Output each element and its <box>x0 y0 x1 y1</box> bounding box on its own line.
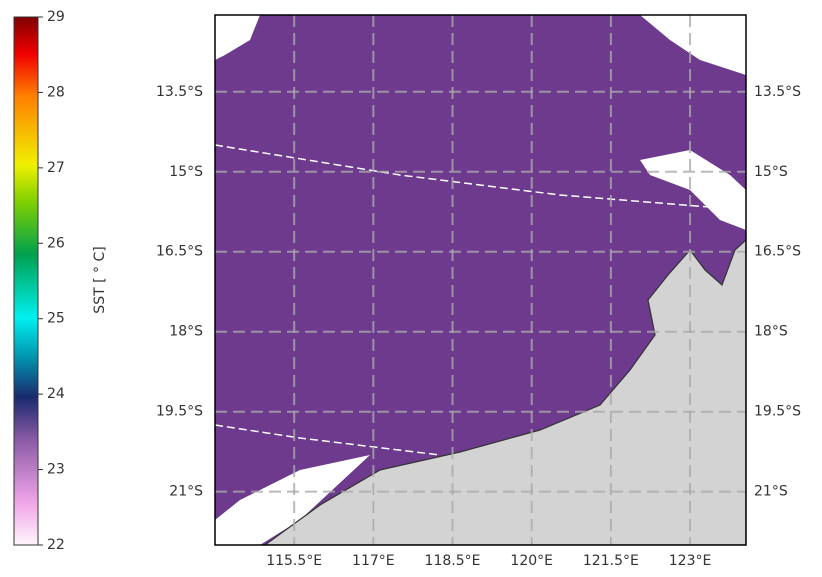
colorbar-tick-label: 28 <box>47 84 65 100</box>
lat-label-left: 18°S <box>169 324 203 340</box>
lat-label-right: 13.5°S <box>754 84 801 100</box>
lat-label-left: 15°S <box>169 164 203 180</box>
lat-label-left: 16.5°S <box>156 244 203 260</box>
lon-label: 117°E <box>352 553 395 569</box>
lat-label-left: 13.5°S <box>156 84 203 100</box>
colorbar-tick-label: 26 <box>47 235 65 251</box>
colorbar-tick-label: 25 <box>47 311 65 327</box>
lon-label: 118.5°E <box>425 553 481 569</box>
lat-label-right: 16.5°S <box>754 244 801 260</box>
colorbar-tick-label: 23 <box>47 462 65 478</box>
colorbar-tick-label: 24 <box>47 386 65 402</box>
lat-label-right: 19.5°S <box>754 404 801 420</box>
map-content <box>215 15 746 545</box>
colorbar-label: SST [ ° C] <box>92 246 108 313</box>
lat-label-right: 21°S <box>754 484 788 500</box>
figure: SST [ ° C] 22 23 24 25 26 27 28 29 13.5°S 13.5°S 1… <box>0 0 822 577</box>
lat-label-left: 21°S <box>169 484 203 500</box>
colorbar-tick-label: 27 <box>47 160 65 176</box>
lon-label: 115.5°E <box>266 553 322 569</box>
lat-label-left: 19.5°S <box>156 404 203 420</box>
lon-label: 123°E <box>669 553 712 569</box>
lon-label: 121.5°E <box>583 553 639 569</box>
lon-label: 120°E <box>510 553 553 569</box>
lat-label-right: 15°S <box>754 164 788 180</box>
colorbar <box>14 17 38 545</box>
colorbar-tick-label: 22 <box>47 537 65 553</box>
lat-label-right: 18°S <box>754 324 788 340</box>
colorbar-tick-label: 29 <box>47 9 65 25</box>
